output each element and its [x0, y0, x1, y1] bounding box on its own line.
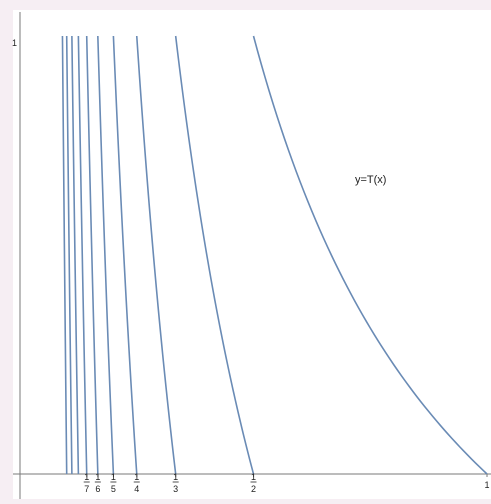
y-tick-group: 1 [12, 38, 17, 48]
curve-branch-7 [77, 35, 88, 475]
x-tick-denominator: 2 [251, 484, 256, 494]
curve-branch-1 [252, 35, 488, 475]
x-tick-denominator: 4 [134, 484, 139, 494]
x-tick-denominator: 3 [173, 484, 178, 494]
curve-branch-4 [112, 35, 138, 475]
x-tick-numerator: 1 [111, 472, 116, 482]
x-tick-numerator: 1 [173, 472, 178, 482]
x-tick-numerator: 1 [84, 472, 89, 482]
x-tick-numerator: 1 [95, 472, 100, 482]
curve-label: y=T(x) [355, 174, 386, 186]
x-tick-denominator: 6 [95, 484, 100, 494]
curve-branch-10 [61, 35, 68, 475]
curve-branch-6 [85, 35, 99, 475]
curve-branch-5 [97, 35, 115, 475]
plot-background [13, 10, 491, 499]
x-tick-numerator: 1 [134, 472, 139, 482]
x-tick-label: 1 [484, 480, 489, 490]
x-tick-denominator: 7 [84, 484, 89, 494]
curve-group [61, 35, 488, 475]
curve-branch-2 [174, 35, 255, 475]
x-tick-denominator: 5 [111, 484, 116, 494]
x-tick-numerator: 1 [251, 472, 256, 482]
curve-branch-9 [65, 35, 73, 475]
curve-branch-3 [135, 35, 177, 475]
y-tick-label: 1 [12, 38, 17, 48]
curve-branch-8 [71, 35, 80, 475]
